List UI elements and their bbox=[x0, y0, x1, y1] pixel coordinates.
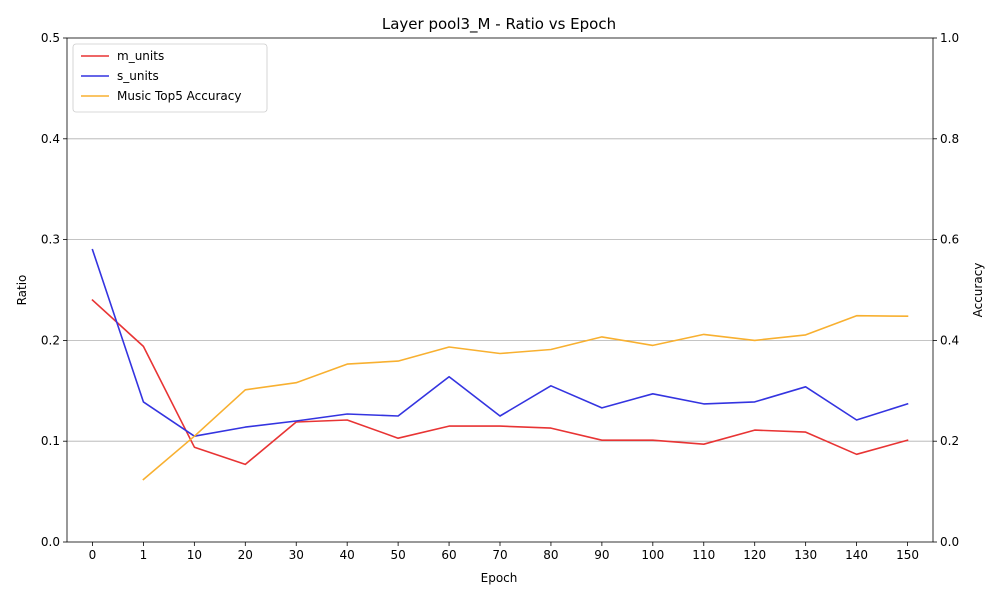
grid-lines bbox=[67, 138, 933, 442]
x-tick-label: 60 bbox=[441, 548, 456, 562]
legend: m_units s_units Music Top5 Accuracy bbox=[72, 43, 268, 113]
series-line-music-top5-accuracy bbox=[142, 314, 909, 481]
chart-title: Layer pool3_M - Ratio vs Epoch bbox=[382, 15, 616, 34]
x-tick-label: 130 bbox=[794, 548, 817, 562]
x-tick-label: 70 bbox=[492, 548, 507, 562]
series-line-s-units bbox=[91, 248, 909, 437]
x-tick-label: 30 bbox=[289, 548, 304, 562]
y-tick-label-right: 0.8 bbox=[940, 132, 959, 146]
x-tick-label: 80 bbox=[543, 548, 558, 562]
x-tick-label: 0 bbox=[89, 548, 97, 562]
series-line-m-units bbox=[91, 298, 909, 466]
y-tick-label-left: 0.3 bbox=[41, 233, 60, 247]
x-tick-label: 110 bbox=[692, 548, 715, 562]
x-tick-label: 40 bbox=[340, 548, 355, 562]
series-lines bbox=[91, 248, 909, 481]
y-tick-label-left: 0.5 bbox=[41, 31, 60, 45]
plot-frame bbox=[66, 37, 934, 543]
y-axis-title-left: Ratio bbox=[15, 275, 29, 306]
x-tick-label: 20 bbox=[238, 548, 253, 562]
y-tick-label-right: 0.6 bbox=[940, 233, 959, 247]
x-tick-label: 140 bbox=[845, 548, 868, 562]
legend-box bbox=[72, 43, 268, 113]
x-tick-label: 90 bbox=[594, 548, 609, 562]
legend-label: Music Top5 Accuracy bbox=[117, 89, 241, 103]
axis-ticks: 0.00.10.20.30.40.50.00.20.40.60.81.00 1 10… bbox=[41, 31, 959, 562]
legend-label: s_units bbox=[117, 69, 159, 83]
y-tick-label-left: 0.2 bbox=[41, 333, 60, 347]
x-axis-title: Epoch bbox=[481, 571, 518, 585]
y-tick-label-left: 0.4 bbox=[41, 132, 60, 146]
x-tick-label: 1 bbox=[140, 548, 148, 562]
legend-label: m_units bbox=[117, 49, 164, 63]
y-tick-label-left: 0.0 bbox=[41, 535, 60, 549]
x-tick-label: 120 bbox=[743, 548, 766, 562]
y-tick-label-right: 1.0 bbox=[940, 31, 959, 45]
y-tick-label-right: 0.0 bbox=[940, 535, 959, 549]
y-tick-label-right: 0.2 bbox=[940, 434, 959, 448]
x-tick-label: 50 bbox=[390, 548, 405, 562]
y-tick-label-left: 0.1 bbox=[41, 434, 60, 448]
plot-area-border bbox=[66, 37, 934, 543]
x-tick-label: 10 bbox=[187, 548, 202, 562]
x-tick-label: 100 bbox=[641, 548, 664, 562]
y-tick-label-right: 0.4 bbox=[940, 333, 959, 347]
x-tick-label: 150 bbox=[896, 548, 919, 562]
y-axis-title-right: Accuracy bbox=[971, 263, 985, 318]
